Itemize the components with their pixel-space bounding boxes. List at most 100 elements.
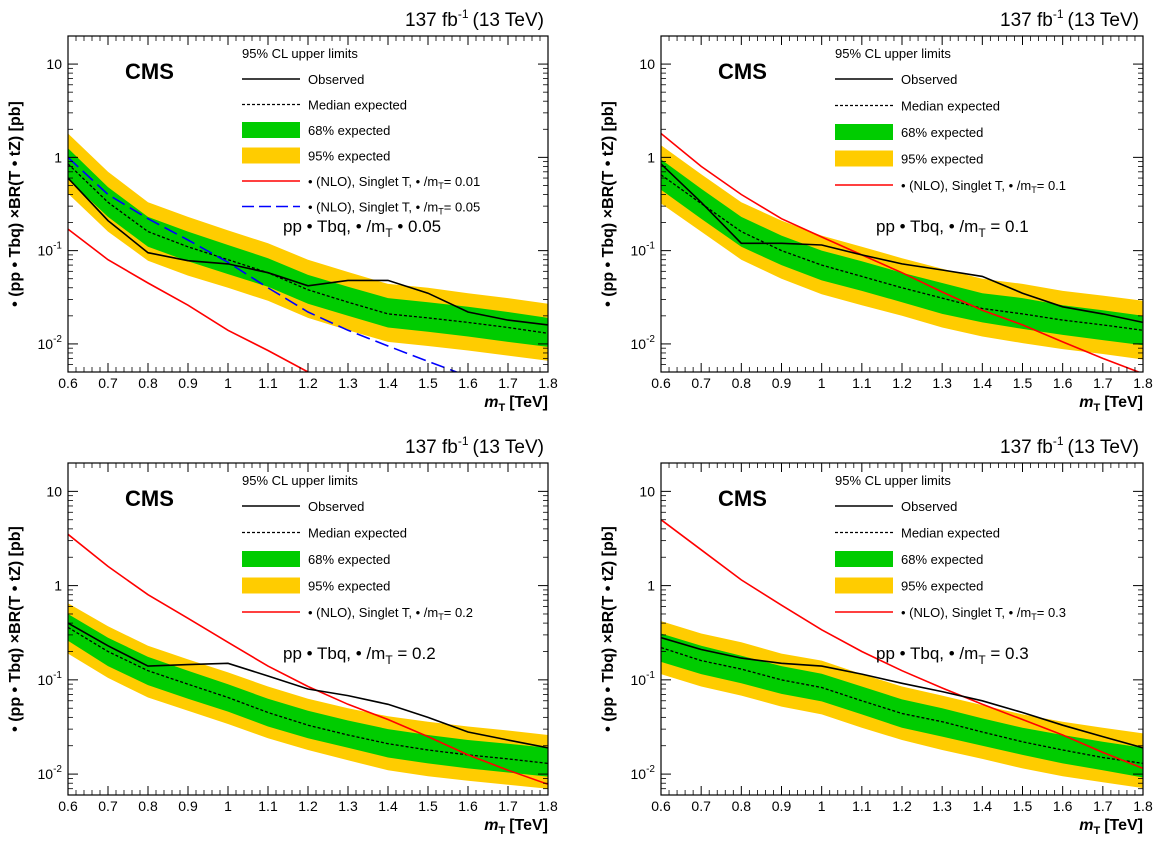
lumi-label: 137 fb-1 (13 TeV) — [1000, 434, 1139, 458]
legend-swatch-68 — [835, 551, 893, 567]
x-tick-label: 1.2 — [892, 798, 912, 814]
x-tick-label: 1.2 — [298, 798, 318, 814]
x-tick-label: 1.3 — [338, 375, 358, 391]
legend-label: 68% expected — [901, 125, 983, 140]
lumi-label: 137 fb-1 (13 TeV) — [405, 7, 544, 31]
lumi-label: 137 fb-1 (13 TeV) — [405, 434, 544, 458]
legend-entry-band68: 68% expected — [835, 124, 983, 140]
theory-line — [661, 132, 1141, 372]
legend-label: Median expected — [308, 98, 407, 113]
process-annotation: pp • Tbq, • /mT = 0.1 — [876, 217, 1029, 240]
legend-label: Median expected — [901, 99, 1000, 114]
x-axis-var: m — [484, 817, 498, 834]
legend-label: 95% expected — [308, 579, 390, 594]
process-annotation: pp • Tbq, • /mT = 0.3 — [876, 644, 1029, 667]
legend-label: Observed — [308, 72, 364, 87]
energy-label: (13 TeV) — [1068, 437, 1139, 458]
x-tick-label: 1 — [818, 798, 826, 814]
y-tick-exponent: -1 — [53, 670, 62, 681]
x-tick-label: 0.6 — [651, 375, 671, 391]
theory-line-005 — [68, 156, 459, 372]
y-tick-base: 1 — [647, 149, 655, 165]
lumi-exponent: -1 — [458, 434, 469, 448]
y-tick-base: 10 — [639, 483, 655, 499]
annotation-text: pp • Tbq, • /m — [876, 644, 978, 663]
x-axis-sub: T — [498, 825, 505, 837]
y-tick-base: 1 — [54, 578, 62, 594]
observed-line — [68, 177, 548, 326]
y-tick-label: 10-1 — [631, 670, 656, 688]
x-axis-unit: [TeV] — [509, 394, 548, 411]
annotation-sub: T — [978, 226, 986, 240]
legend-entry-theory2: • (NLO), Singlet T, • /mT= 0.05 — [242, 200, 480, 217]
x-tick-label: 1.5 — [1013, 798, 1033, 814]
limit-panel-2: 0.6 0.7 0.8 0.9 1 1.1 1.2 1.3 1.4 1.5 1.6 1.7 1.8101… — [600, 7, 1153, 414]
legend-text: • (NLO), Singlet T, • /m — [901, 178, 1031, 193]
legend-label: • (NLO), Singlet T, • /mT= 0.01 — [308, 174, 480, 191]
x-tick-label: 1.8 — [538, 375, 558, 391]
legend-text: • (NLO), Singlet T, • /m — [901, 605, 1031, 620]
x-axis-unit: [TeV] — [509, 817, 548, 834]
x-tick-label: 1.1 — [852, 798, 872, 814]
legend-title: 95% CL upper limits — [835, 46, 951, 61]
lumi-value: 137 fb — [405, 437, 458, 458]
legend-swatch-68 — [835, 124, 893, 140]
legend-label: 95% expected — [308, 149, 390, 164]
legend-entry-theory: • (NLO), Singlet T, • /mT= 0.2 — [242, 605, 473, 622]
legend-text: Median expected — [901, 99, 1000, 114]
x-tick-label: 1 — [224, 375, 232, 391]
annotation-text: pp • Tbq, • /m — [283, 217, 385, 236]
legend-entry-observed: Observed — [242, 72, 364, 87]
legend-swatch-95 — [835, 150, 893, 167]
x-tick-label: 1.4 — [378, 798, 398, 814]
legend-text: 95% expected — [901, 152, 983, 167]
legend-entry-expected: Median expected — [835, 526, 1000, 541]
y-tick-label: 10-1 — [38, 241, 63, 259]
legend-entry-band95: 95% expected — [835, 150, 983, 167]
lumi-exponent: -1 — [458, 7, 469, 21]
theory-line — [68, 228, 309, 372]
legend-label: 95% expected — [901, 579, 983, 594]
x-axis: 0.6 0.7 0.8 0.9 1 1.1 1.2 1.3 1.4 1.5 1.6 1.7 1.8 — [58, 36, 558, 391]
legend-text: Observed — [308, 72, 364, 87]
plot-area — [68, 133, 548, 372]
x-tick-label: 1.3 — [932, 798, 952, 814]
lumi-exponent: -1 — [1053, 7, 1064, 21]
y-tick-label: 10 — [46, 56, 62, 72]
legend-entry-observed: Observed — [835, 499, 957, 514]
legend-tail: = 0.3 — [1037, 605, 1066, 620]
annotation-tail: = 0.2 — [393, 644, 436, 663]
legend-tail: = 0.05 — [444, 200, 481, 215]
legend-label: Median expected — [901, 526, 1000, 541]
legend-label: • (NLO), Singlet T, • /mT= 0.2 — [308, 605, 473, 622]
y-axis-label: • (pp • Tbq) ×BR(T • tZ) [pb] — [7, 101, 24, 307]
y-tick-label: 10-2 — [631, 334, 656, 352]
limit-panel-1: 0.6 0.7 0.8 0.9 1 1.1 1.2 1.3 1.4 1.5 1.6 1.7 1.8101… — [7, 7, 558, 414]
legend-label: 95% expected — [901, 152, 983, 167]
x-tick-label: 1.6 — [458, 375, 478, 391]
x-tick-label: 0.7 — [691, 798, 711, 814]
x-tick-label: 0.8 — [138, 375, 158, 391]
legend-label: Observed — [901, 499, 957, 514]
x-tick-label: 0.8 — [138, 798, 158, 814]
energy-label: (13 TeV) — [1068, 10, 1139, 31]
cms-label: CMS — [718, 486, 767, 511]
y-tick-base: 1 — [54, 149, 62, 165]
y-tick-base: 10 — [631, 766, 647, 782]
legend-title: 95% CL upper limits — [835, 473, 951, 488]
theory-line — [68, 533, 548, 786]
y-tick-label: 1 — [647, 578, 655, 594]
x-tick-label: 0.9 — [772, 798, 792, 814]
x-tick-label: 1.5 — [418, 375, 438, 391]
legend-title: 95% CL upper limits — [242, 473, 358, 488]
x-axis-var: m — [484, 394, 498, 411]
y-tick-exponent: -1 — [646, 241, 655, 252]
legend-text: • (NLO), Singlet T, • /m — [308, 200, 438, 215]
lumi-value: 137 fb — [1000, 10, 1053, 31]
y-tick-base: 10 — [38, 243, 54, 259]
x-tick-label: 1.4 — [973, 375, 993, 391]
x-axis-label: mT [TeV] — [484, 394, 548, 414]
x-tick-label: 0.7 — [98, 375, 118, 391]
legend-sub: T — [438, 612, 444, 622]
legend-text: Median expected — [308, 526, 407, 541]
